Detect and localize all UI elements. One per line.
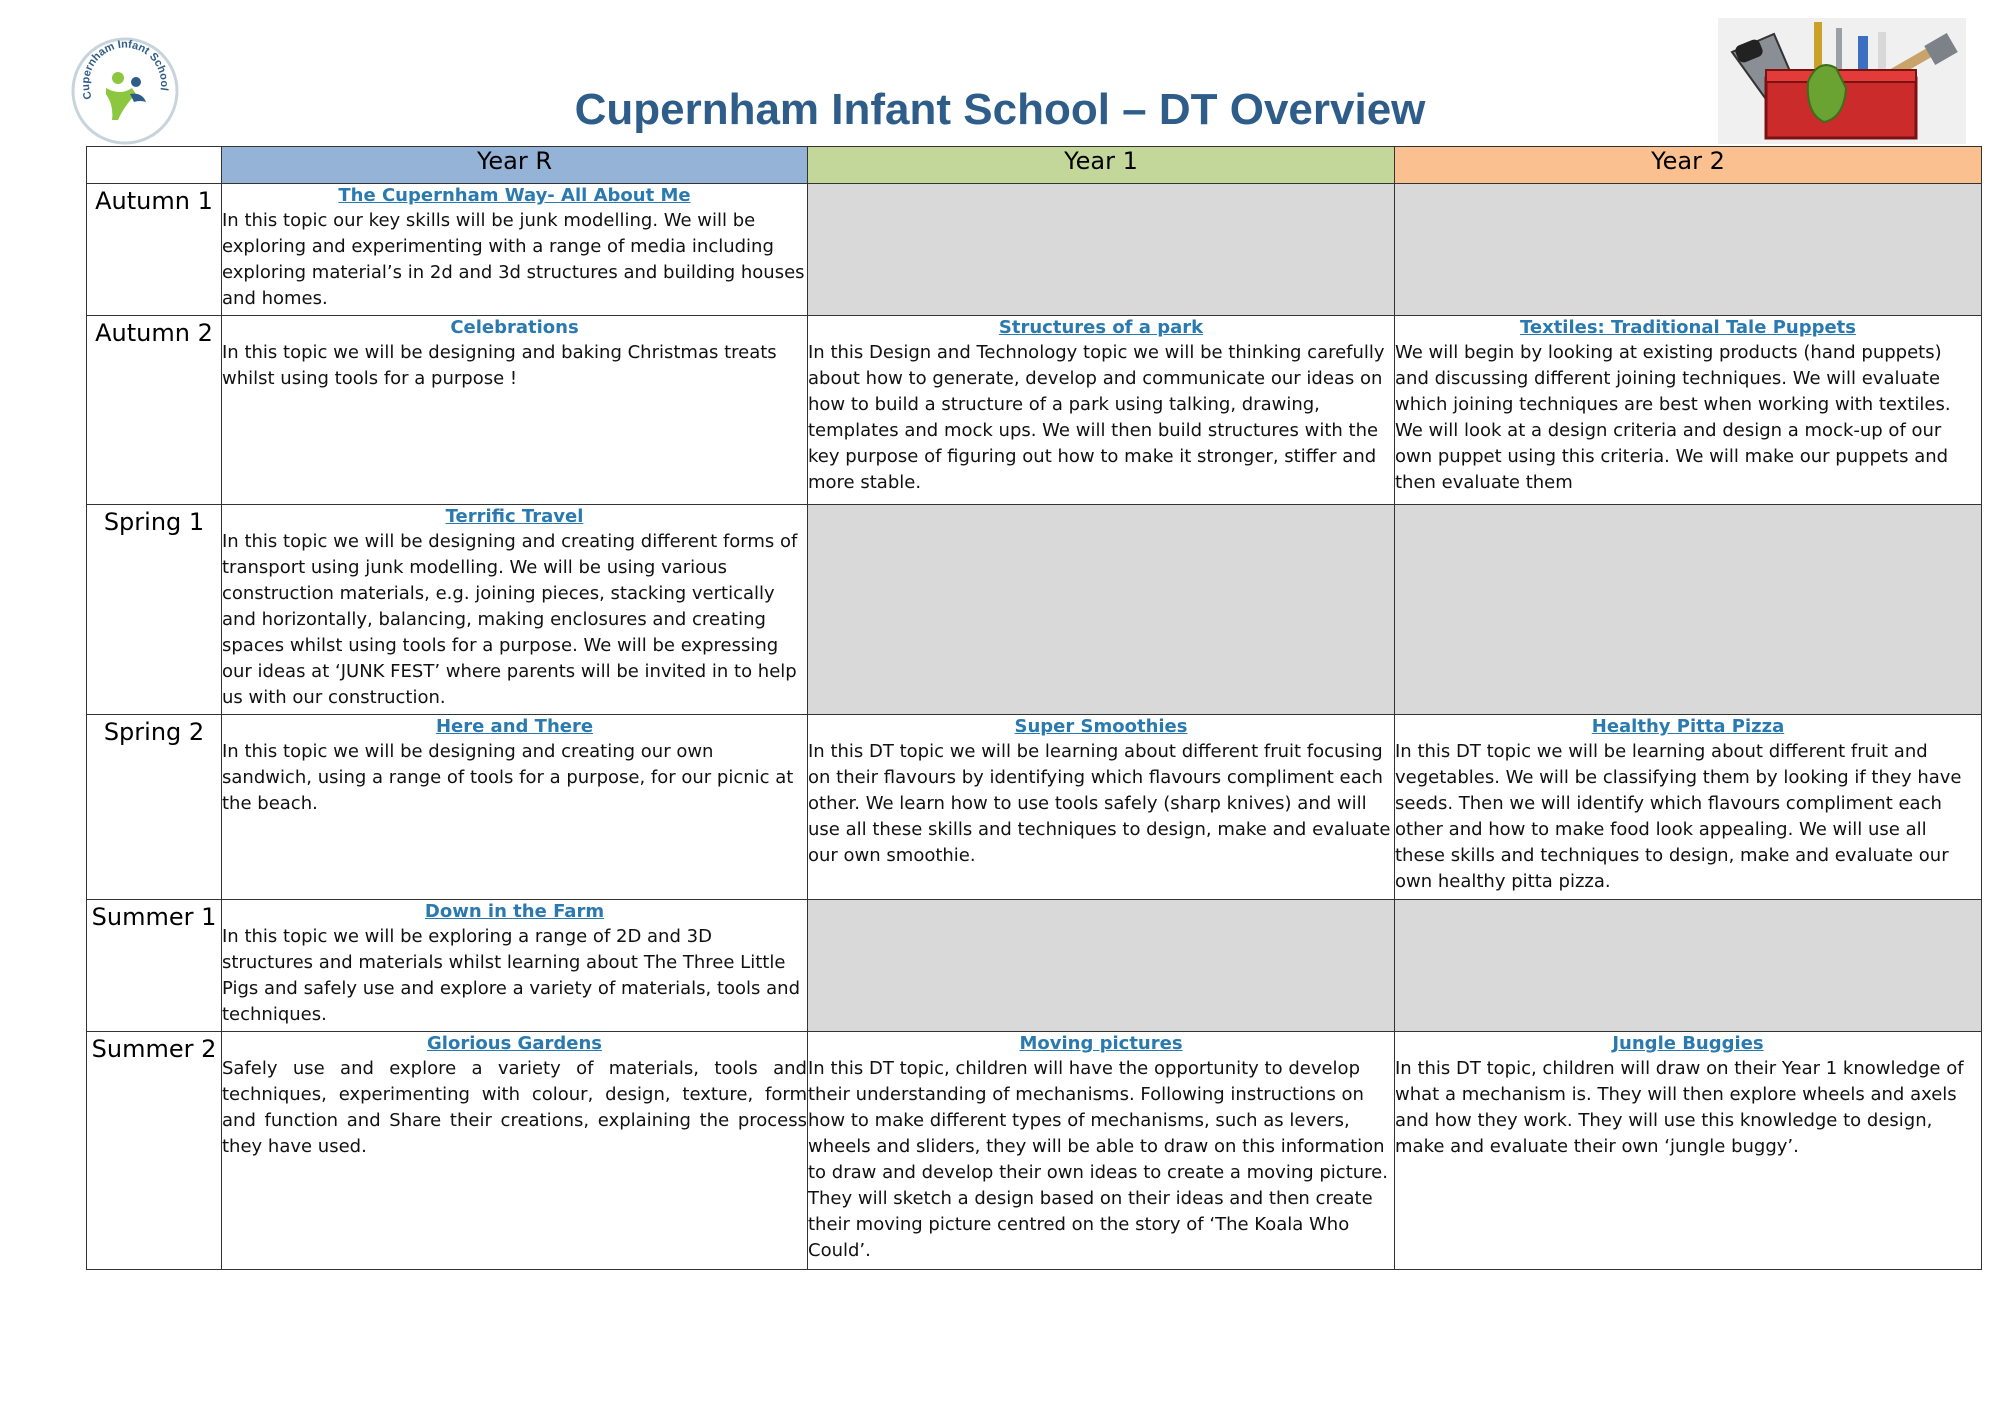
term-label: Summer 2 bbox=[86, 1031, 222, 1270]
term-row-summer-2: Summer 2 Glorious Gardens Safely use and… bbox=[86, 1031, 1982, 1270]
topic-link[interactable]: Healthy Pitta Pizza bbox=[1591, 716, 1785, 737]
topic-cell-year-1: Moving pictures In this DT topic, childr… bbox=[807, 1031, 1395, 1270]
topic-cell-year-2: Jungle Buggies In this DT topic, childre… bbox=[1394, 1031, 1982, 1270]
topic-cell-year-r: Here and There In this topic we will be … bbox=[221, 714, 808, 900]
topic-link[interactable]: Terrific Travel bbox=[445, 506, 584, 527]
topic-description: In this topic we will be designing and b… bbox=[222, 342, 777, 389]
corner-cell bbox=[86, 146, 222, 184]
school-logo: Cupernham Infant School bbox=[71, 37, 179, 145]
column-header-year-r: Year R bbox=[221, 146, 808, 184]
topic-description: We will begin by looking at existing pro… bbox=[1395, 342, 1951, 493]
topic-description: Safely use and explore a variety of mate… bbox=[222, 1058, 807, 1157]
topic-description: In this DT topic, children will have the… bbox=[808, 1058, 1388, 1261]
empty-cell-year-1 bbox=[807, 504, 1395, 715]
toolbox-illustration bbox=[1718, 18, 1966, 144]
empty-cell-year-1 bbox=[807, 183, 1395, 316]
topic-link[interactable]: Glorious Gardens bbox=[427, 1033, 602, 1054]
term-label: Spring 1 bbox=[86, 504, 222, 715]
topic-link[interactable]: Here and There bbox=[435, 716, 594, 737]
column-header-year-1: Year 1 bbox=[807, 146, 1395, 184]
topic-description: In this topic we will be exploring a ran… bbox=[222, 926, 800, 1025]
topic-description: In this DT topic we will be learning abo… bbox=[1395, 741, 1962, 892]
term-row-spring-1: Spring 1 Terrific Travel In this topic w… bbox=[86, 504, 1982, 715]
term-label: Spring 2 bbox=[86, 714, 222, 900]
term-row-autumn-2: Autumn 2 Celebrations In this topic we w… bbox=[86, 315, 1982, 505]
topic-description: In this topic we will be designing and c… bbox=[222, 741, 794, 814]
topic-description: In this DT topic we will be learning abo… bbox=[808, 741, 1391, 866]
topic-description: In this Design and Technology topic we w… bbox=[808, 342, 1385, 493]
term-row-summer-1: Summer 1 Down in the Farm In this topic … bbox=[86, 899, 1982, 1032]
term-row-spring-2: Spring 2 Here and There In this topic we… bbox=[86, 714, 1982, 900]
term-label: Autumn 2 bbox=[86, 315, 222, 505]
empty-cell-year-1 bbox=[807, 899, 1395, 1032]
topic-cell-year-r: Down in the Farm In this topic we will b… bbox=[221, 899, 808, 1032]
empty-cell-year-2 bbox=[1394, 183, 1982, 316]
topic-cell-year-r: Glorious Gardens Safely use and explore … bbox=[221, 1031, 808, 1270]
topic-description: In this DT topic, children will draw on … bbox=[1395, 1058, 1964, 1157]
topic-link[interactable]: The Cupernham Way- All About Me bbox=[338, 185, 691, 206]
topic-cell-year-2: Healthy Pitta Pizza In this DT topic we … bbox=[1394, 714, 1982, 900]
topic-description: In this topic our key skills will be jun… bbox=[222, 210, 805, 309]
topic-link[interactable]: Moving pictures bbox=[1019, 1033, 1183, 1054]
topic-link[interactable]: Super Smoothies bbox=[1014, 716, 1188, 737]
topic-cell-year-1: Super Smoothies In this DT topic we will… bbox=[807, 714, 1395, 900]
dt-overview-table: Year R Year 1 Year 2 Autumn 1 The Cupern… bbox=[86, 146, 1982, 1270]
topic-cell-year-2: Textiles: Traditional Tale Puppets We wi… bbox=[1394, 315, 1982, 505]
header-row: Year R Year 1 Year 2 bbox=[86, 146, 1982, 184]
page-title: Cupernham Infant School – DT Overview bbox=[574, 85, 1426, 134]
topic-cell-year-r: The Cupernham Way- All About Me In this … bbox=[221, 183, 808, 316]
topic-cell-year-1: Structures of a park In this Design and … bbox=[807, 315, 1395, 505]
term-label: Autumn 1 bbox=[86, 183, 222, 316]
term-label: Summer 1 bbox=[86, 899, 222, 1032]
term-row-autumn-1: Autumn 1 The Cupernham Way- All About Me… bbox=[86, 183, 1982, 316]
topic-cell-year-r: Terrific Travel In this topic we will be… bbox=[221, 504, 808, 715]
empty-cell-year-2 bbox=[1394, 504, 1982, 715]
empty-cell-year-2 bbox=[1394, 899, 1982, 1032]
topic-cell-year-r: Celebrations In this topic we will be de… bbox=[221, 315, 808, 505]
column-header-year-2: Year 2 bbox=[1394, 146, 1982, 184]
topic-link[interactable]: Down in the Farm bbox=[424, 901, 605, 922]
topic-link[interactable]: Structures of a park bbox=[998, 317, 1204, 338]
topic-description: In this topic we will be designing and c… bbox=[222, 531, 798, 708]
topic-title: Celebrations bbox=[450, 317, 579, 338]
topic-link[interactable]: Textiles: Traditional Tale Puppets bbox=[1519, 317, 1856, 338]
topic-link[interactable]: Jungle Buggies bbox=[1612, 1033, 1764, 1054]
